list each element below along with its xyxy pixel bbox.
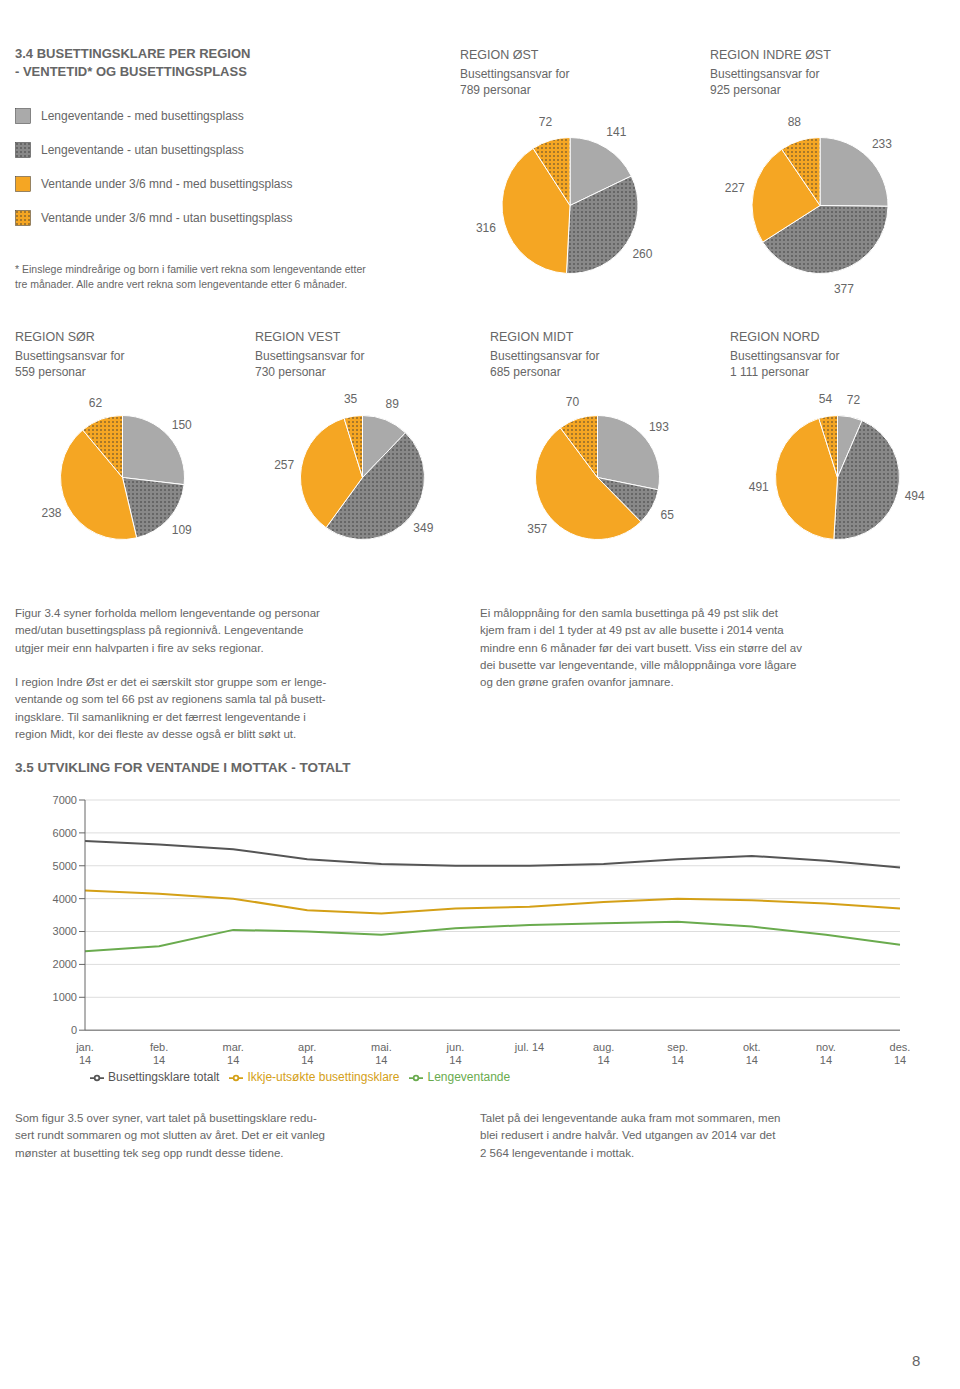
svg-text:5000: 5000 bbox=[53, 860, 77, 872]
html-text:Busettingsansvar for 730 perso: Busettingsansvar for 730 personar bbox=[255, 349, 365, 380]
svg-text:des.14: des.14 bbox=[890, 1041, 911, 1066]
html-text:Ei måloppnåing for den samla b: Ei måloppnåing for den samla busettinga … bbox=[480, 607, 802, 688]
html-text:Figur 3.4 syner forholda mello: Figur 3.4 syner forholda mellom lengeven… bbox=[15, 607, 327, 740]
svg-text:sep.14: sep.14 bbox=[667, 1041, 688, 1066]
html-text:3.5 UTVIKLING FOR VENTANDE I M: 3.5 UTVIKLING FOR VENTANDE I MOTTAK - TO… bbox=[15, 760, 351, 775]
html-text:Busettingsansvar for 1 111 per: Busettingsansvar for 1 111 personar bbox=[730, 349, 840, 380]
svg-text:1000: 1000 bbox=[53, 991, 77, 1003]
svg-text:mar.14: mar.14 bbox=[222, 1041, 243, 1066]
html-text:REGION VEST: REGION VEST bbox=[255, 330, 341, 344]
html-text:REGION NORD: REGION NORD bbox=[730, 330, 820, 344]
html-text:* Einslege mindreårige og born: * Einslege mindreårige og born i familie… bbox=[15, 263, 366, 290]
svg-text:aug.14: aug.14 bbox=[593, 1041, 614, 1066]
svg-text:70: 70 bbox=[566, 396, 580, 410]
svg-text:7000: 7000 bbox=[53, 794, 77, 806]
html-text:Lengeventande - utan busetting: Lengeventande - utan busettingsplass bbox=[41, 143, 244, 157]
html-text:REGION MIDT: REGION MIDT bbox=[490, 330, 574, 344]
html-text:Talet på dei lengeventande auk: Talet på dei lengeventande auka fram mot… bbox=[480, 1112, 781, 1159]
html-text:Busettingsansvar for 685 perso: Busettingsansvar for 685 personar bbox=[490, 349, 600, 380]
svg-text:6000: 6000 bbox=[53, 827, 77, 839]
svg-text:349: 349 bbox=[413, 522, 433, 536]
svg-text:72: 72 bbox=[539, 115, 553, 129]
svg-text:233: 233 bbox=[872, 138, 892, 152]
svg-text:54: 54 bbox=[819, 392, 833, 406]
svg-text:okt.14: okt.14 bbox=[743, 1041, 761, 1066]
svg-text:0: 0 bbox=[71, 1024, 77, 1036]
html-text:3.4 BUSETTINGSKLARE PER REGION: 3.4 BUSETTINGSKLARE PER REGION - VENTETI… bbox=[15, 46, 251, 80]
html-text:Lengeventande - med busettings: Lengeventande - med busettingsplass bbox=[41, 109, 244, 123]
html-text:REGION ØST: REGION ØST bbox=[460, 48, 539, 62]
svg-text:357: 357 bbox=[527, 523, 547, 537]
svg-text:238: 238 bbox=[42, 506, 62, 520]
svg-text:257: 257 bbox=[274, 458, 294, 472]
html-text:Ikkje-utsøkte busettingsklare: Ikkje-utsøkte busettingsklare bbox=[247, 1070, 400, 1085]
svg-text:62: 62 bbox=[89, 396, 103, 410]
svg-text:227: 227 bbox=[725, 181, 745, 195]
html-text:REGION INDRE ØST: REGION INDRE ØST bbox=[710, 48, 831, 62]
html-text:REGION SØR: REGION SØR bbox=[15, 330, 95, 344]
html-text:Busettingsansvar for 789 perso: Busettingsansvar for 789 personar bbox=[460, 67, 570, 98]
html-text:Som figur 3.5 over syner, vart: Som figur 3.5 over syner, vart talet på … bbox=[15, 1112, 325, 1159]
svg-text:35: 35 bbox=[344, 392, 358, 406]
svg-text:nov.14: nov.14 bbox=[816, 1041, 836, 1066]
svg-text:feb.14: feb.14 bbox=[150, 1041, 168, 1066]
svg-text:mai.14: mai.14 bbox=[371, 1041, 392, 1066]
svg-text:jun.14: jun.14 bbox=[446, 1041, 465, 1066]
svg-text:3000: 3000 bbox=[53, 925, 77, 937]
svg-text:4000: 4000 bbox=[53, 893, 77, 905]
svg-text:jul. 14: jul. 14 bbox=[514, 1041, 544, 1053]
html-text:Ventande under 3/6 mnd - utan: Ventande under 3/6 mnd - utan busettings… bbox=[41, 211, 293, 225]
svg-text:491: 491 bbox=[749, 481, 769, 495]
svg-text:494: 494 bbox=[905, 489, 925, 503]
svg-text:260: 260 bbox=[632, 247, 652, 261]
svg-text:apr.14: apr.14 bbox=[298, 1041, 316, 1066]
svg-text:109: 109 bbox=[172, 524, 192, 538]
html-text:Busettingsansvar for 925 perso: Busettingsansvar for 925 personar bbox=[710, 67, 820, 98]
svg-text:377: 377 bbox=[834, 283, 854, 297]
svg-text:193: 193 bbox=[649, 421, 669, 435]
html-text:Ventande under 3/6 mnd - med b: Ventande under 3/6 mnd - med busettingsp… bbox=[41, 177, 293, 191]
svg-text:141: 141 bbox=[606, 125, 626, 139]
svg-text:65: 65 bbox=[661, 509, 675, 523]
svg-text:150: 150 bbox=[172, 418, 192, 432]
svg-text:2000: 2000 bbox=[53, 958, 77, 970]
svg-text:jan.14: jan.14 bbox=[75, 1041, 94, 1066]
html-text:8: 8 bbox=[912, 1352, 921, 1369]
svg-text:316: 316 bbox=[476, 221, 496, 235]
svg-text:72: 72 bbox=[847, 393, 861, 407]
svg-text:89: 89 bbox=[385, 397, 399, 411]
html-text:Lengeventande: Lengeventande bbox=[427, 1070, 511, 1085]
svg-text:88: 88 bbox=[788, 116, 802, 130]
html-text:Busettingsansvar for 559 perso: Busettingsansvar for 559 personar bbox=[15, 349, 125, 380]
html-text:Busettingsklare totalt: Busettingsklare totalt bbox=[108, 1070, 220, 1085]
